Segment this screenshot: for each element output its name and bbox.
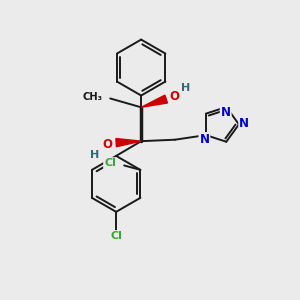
Text: O: O <box>102 139 112 152</box>
Text: O: O <box>169 90 179 103</box>
Text: N: N <box>221 106 231 119</box>
Text: CH₃: CH₃ <box>82 92 102 102</box>
Text: H: H <box>90 150 100 160</box>
Text: H: H <box>181 83 190 93</box>
Polygon shape <box>141 95 167 107</box>
Text: N: N <box>200 133 209 146</box>
Text: Cl: Cl <box>110 231 122 241</box>
Text: N: N <box>239 117 249 130</box>
Polygon shape <box>116 139 141 147</box>
Text: Cl: Cl <box>104 158 116 168</box>
